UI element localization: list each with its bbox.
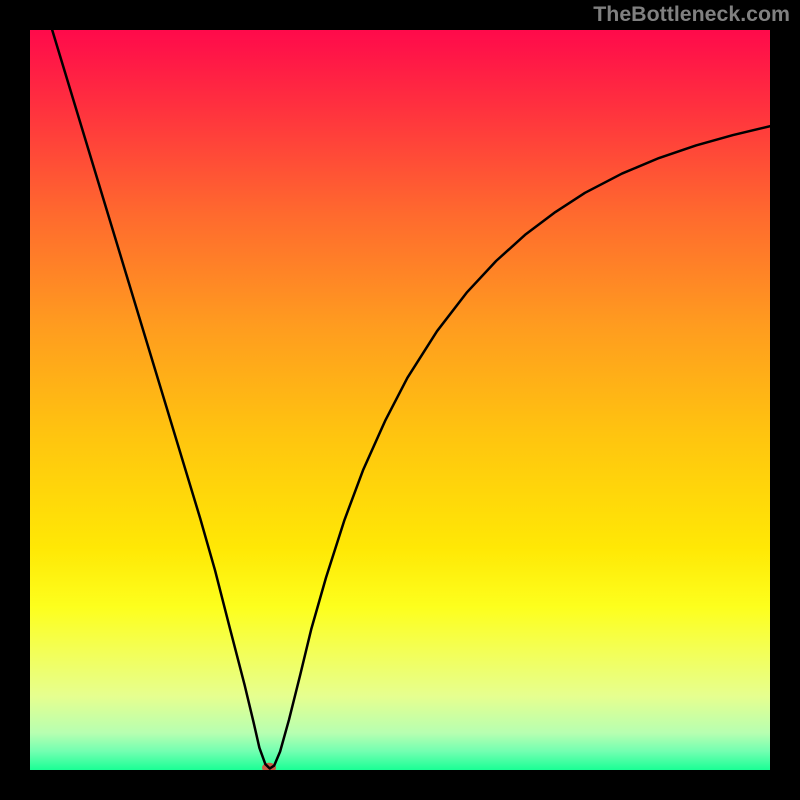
chart-outer-frame: TheBottleneck.com [0, 0, 800, 800]
watermark-text: TheBottleneck.com [593, 2, 790, 27]
plot-area [30, 30, 770, 770]
bottleneck-curve [52, 30, 770, 769]
curve-layer [30, 30, 770, 770]
